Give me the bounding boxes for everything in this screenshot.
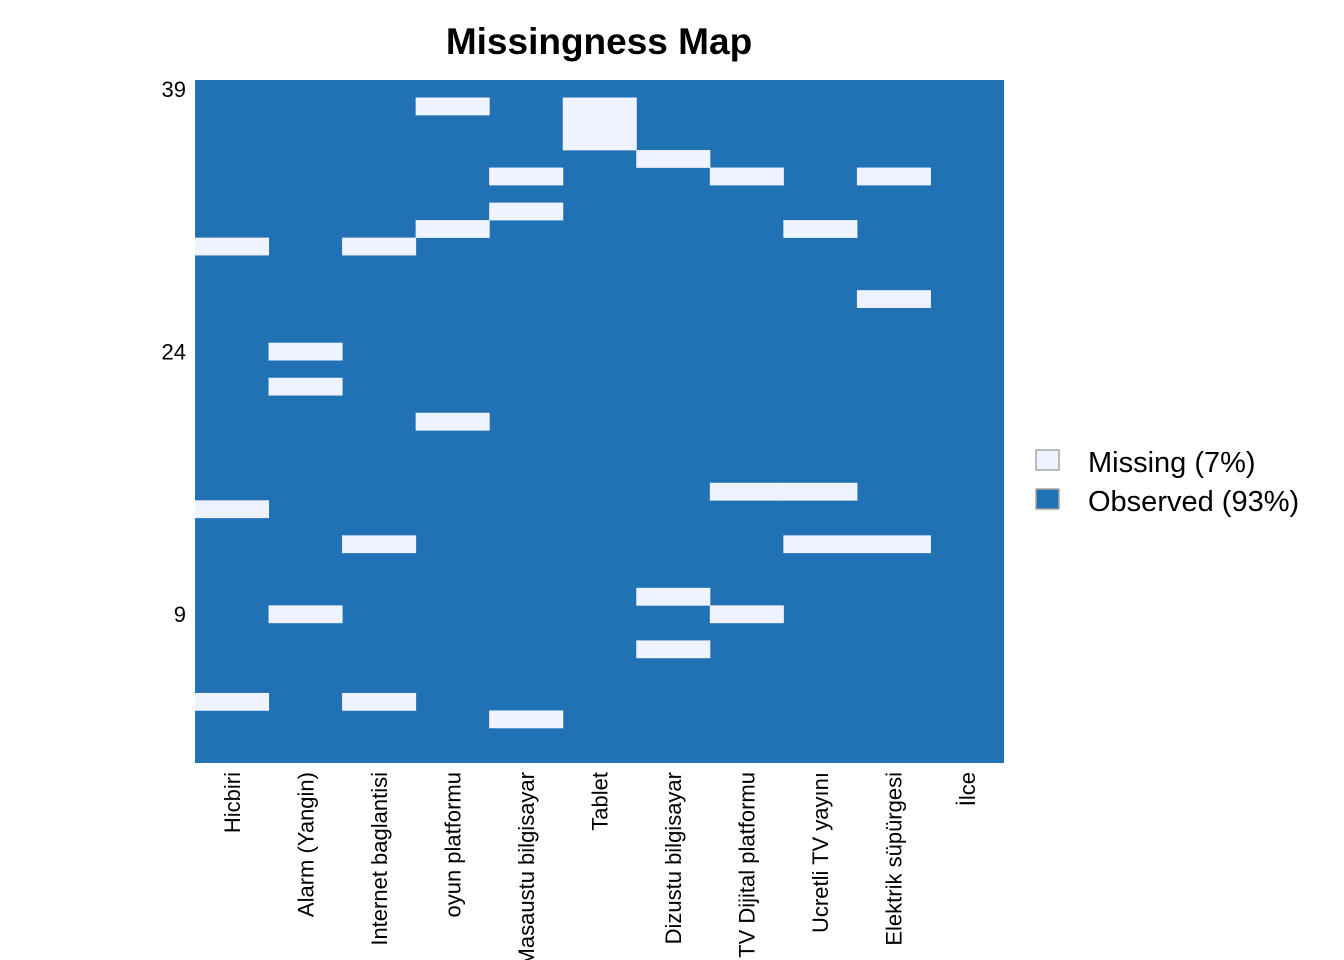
missing-cell <box>489 167 564 186</box>
missing-cell <box>636 640 711 659</box>
missing-cell <box>268 342 343 361</box>
chart-title: Missingness Map <box>446 21 752 62</box>
x-tick-label: TV Dijital platformu <box>735 772 760 958</box>
missing-cell <box>562 132 637 151</box>
missing-cell <box>709 167 784 186</box>
missing-cell <box>415 97 490 116</box>
missing-cell <box>783 535 858 554</box>
legend-swatch-missing <box>1035 449 1060 471</box>
missing-cell <box>636 150 711 168</box>
missing-cell <box>709 482 784 501</box>
missing-cell <box>562 97 637 116</box>
x-axis-ticks: Hicbiri Alarm (Yangin) Internet baglantisi… <box>220 772 980 960</box>
legend-swatch-observed <box>1035 488 1060 510</box>
y-tick-label: 39 <box>162 77 186 102</box>
missing-cell <box>856 535 931 554</box>
missing-cell <box>195 237 270 256</box>
missing-cell <box>856 167 931 186</box>
missing-cell <box>342 692 417 711</box>
missing-cell <box>342 237 417 256</box>
y-tick-label: 24 <box>162 339 186 364</box>
legend-label-missing: Missing (7%) <box>1088 447 1256 479</box>
x-tick-label: Dizustu bilgisayar <box>661 772 686 944</box>
missing-cell <box>342 535 417 554</box>
missing-cell <box>195 500 270 519</box>
missing-cell <box>489 202 564 221</box>
missing-cell <box>856 290 931 308</box>
x-tick-label: Hicbiri <box>220 772 245 833</box>
x-tick-label: Internet baglantisi <box>367 772 392 946</box>
x-tick-label: Masaustu bilgisayar <box>514 772 539 960</box>
missing-cell <box>415 220 490 238</box>
x-tick-label: İlce <box>955 772 980 806</box>
missing-cell <box>562 115 637 133</box>
missing-cell <box>709 605 784 624</box>
legend: Missing (7%) Observed (93%) <box>1035 447 1299 518</box>
x-tick-label: Alarm (Yangin) <box>293 772 318 917</box>
heatmap-cells <box>195 80 1004 763</box>
x-tick-label: Elektrik süpürgesi <box>882 772 907 946</box>
x-tick-label: Ucretli TV yayını <box>808 772 833 933</box>
x-tick-label: Tablet <box>588 772 613 831</box>
missing-cell <box>268 605 343 624</box>
y-axis-ticks: 39 24 9 <box>162 77 186 627</box>
missing-cell <box>636 587 711 606</box>
missing-cell <box>783 220 858 238</box>
missing-cell <box>489 710 564 729</box>
missing-cell <box>195 692 270 711</box>
missing-cell <box>415 412 490 431</box>
y-tick-label: 9 <box>174 602 186 627</box>
missing-cell <box>783 482 858 501</box>
x-tick-label: oyun platformu <box>440 772 465 918</box>
observed-region <box>195 80 1004 763</box>
missing-cell <box>268 377 343 396</box>
legend-label-observed: Observed (93%) <box>1088 486 1299 518</box>
